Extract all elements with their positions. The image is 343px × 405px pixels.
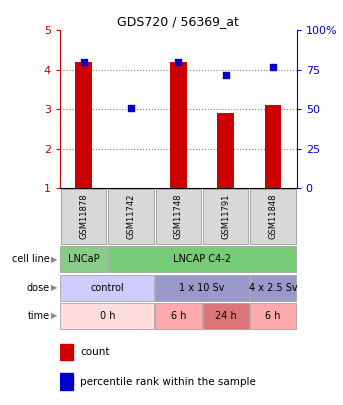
FancyBboxPatch shape bbox=[203, 189, 248, 245]
Text: cell line: cell line bbox=[12, 254, 50, 264]
FancyBboxPatch shape bbox=[156, 189, 201, 245]
Text: time: time bbox=[27, 311, 50, 321]
Bar bbox=[60, 373, 73, 390]
Bar bbox=[60, 344, 73, 360]
Text: GSM11742: GSM11742 bbox=[127, 194, 135, 239]
FancyBboxPatch shape bbox=[60, 246, 107, 272]
Text: count: count bbox=[80, 347, 110, 357]
Bar bbox=[170, 62, 187, 188]
Text: GSM11878: GSM11878 bbox=[79, 194, 88, 239]
Text: ▶: ▶ bbox=[51, 255, 57, 264]
FancyBboxPatch shape bbox=[60, 303, 154, 329]
Text: dose: dose bbox=[27, 283, 50, 292]
Text: 1 x 10 Sv: 1 x 10 Sv bbox=[179, 283, 225, 292]
Text: ▶: ▶ bbox=[51, 283, 57, 292]
FancyBboxPatch shape bbox=[250, 275, 296, 301]
Text: LNCAP C4-2: LNCAP C4-2 bbox=[173, 254, 231, 264]
FancyBboxPatch shape bbox=[61, 189, 106, 245]
Point bbox=[81, 59, 86, 65]
Title: GDS720 / 56369_at: GDS720 / 56369_at bbox=[117, 15, 239, 28]
Point bbox=[223, 71, 228, 78]
FancyBboxPatch shape bbox=[155, 275, 249, 301]
FancyBboxPatch shape bbox=[108, 246, 296, 272]
Text: 6 h: 6 h bbox=[170, 311, 186, 321]
Text: GSM11748: GSM11748 bbox=[174, 194, 183, 239]
FancyBboxPatch shape bbox=[250, 189, 296, 245]
Point bbox=[176, 59, 181, 65]
Text: 0 h: 0 h bbox=[99, 311, 115, 321]
FancyBboxPatch shape bbox=[155, 303, 202, 329]
Bar bbox=[75, 62, 92, 188]
Text: 6 h: 6 h bbox=[265, 311, 281, 321]
FancyBboxPatch shape bbox=[202, 303, 249, 329]
Text: percentile rank within the sample: percentile rank within the sample bbox=[80, 377, 256, 387]
Text: GSM11848: GSM11848 bbox=[269, 194, 277, 239]
Text: ▶: ▶ bbox=[51, 311, 57, 320]
Bar bbox=[217, 113, 234, 188]
FancyBboxPatch shape bbox=[108, 189, 154, 245]
FancyBboxPatch shape bbox=[250, 303, 296, 329]
Text: 4 x 2.5 Sv: 4 x 2.5 Sv bbox=[249, 283, 297, 292]
Point bbox=[270, 64, 276, 70]
Text: 24 h: 24 h bbox=[215, 311, 237, 321]
Bar bbox=[265, 105, 281, 188]
Text: control: control bbox=[91, 283, 124, 292]
FancyBboxPatch shape bbox=[60, 275, 154, 301]
Text: LNCaP: LNCaP bbox=[68, 254, 99, 264]
Text: GSM11791: GSM11791 bbox=[221, 194, 230, 239]
Point bbox=[128, 104, 134, 111]
